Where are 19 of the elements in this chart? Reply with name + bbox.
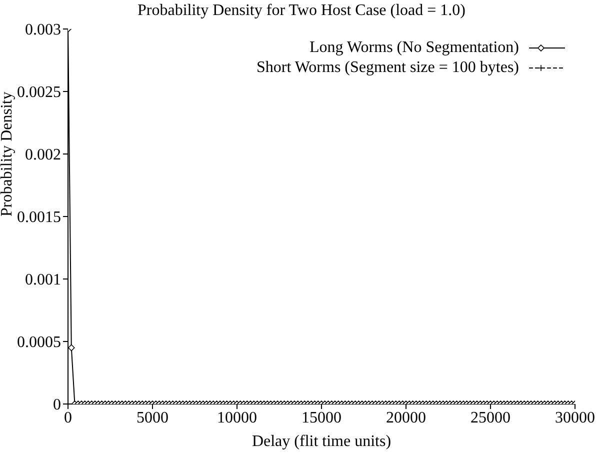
y-tick-label: 0.0025: [17, 84, 61, 102]
x-tick-label: 10000: [217, 409, 257, 426]
x-tick-label: 0: [64, 409, 72, 426]
y-axis-title: Probability Density: [0, 92, 16, 216]
x-tick-label: 15000: [302, 409, 342, 426]
x-tick-label: 5000: [136, 409, 168, 426]
y-tick-label: 0.0015: [17, 209, 61, 226]
chart-title: Probability Density for Two Host Case (load = 1.0): [136, 2, 466, 20]
y-tick-label: 0.0005: [17, 334, 61, 352]
x-axis-title: Delay (flit time units): [252, 433, 392, 450]
legend-label: Long Worms (No Segmentation): [310, 39, 519, 57]
x-tick-label: 20000: [386, 409, 426, 426]
legend-label: Short Worms (Segment size = 100 bytes): [256, 59, 519, 77]
y-tick-label: 0: [53, 396, 61, 414]
y-tick-label: 0.003: [25, 22, 61, 39]
y-tick-label: 0.002: [25, 146, 61, 164]
x-tick-label: 25000: [470, 409, 510, 426]
x-tick-label: 30000: [555, 409, 595, 426]
y-tick-label: 0.001: [25, 272, 61, 289]
